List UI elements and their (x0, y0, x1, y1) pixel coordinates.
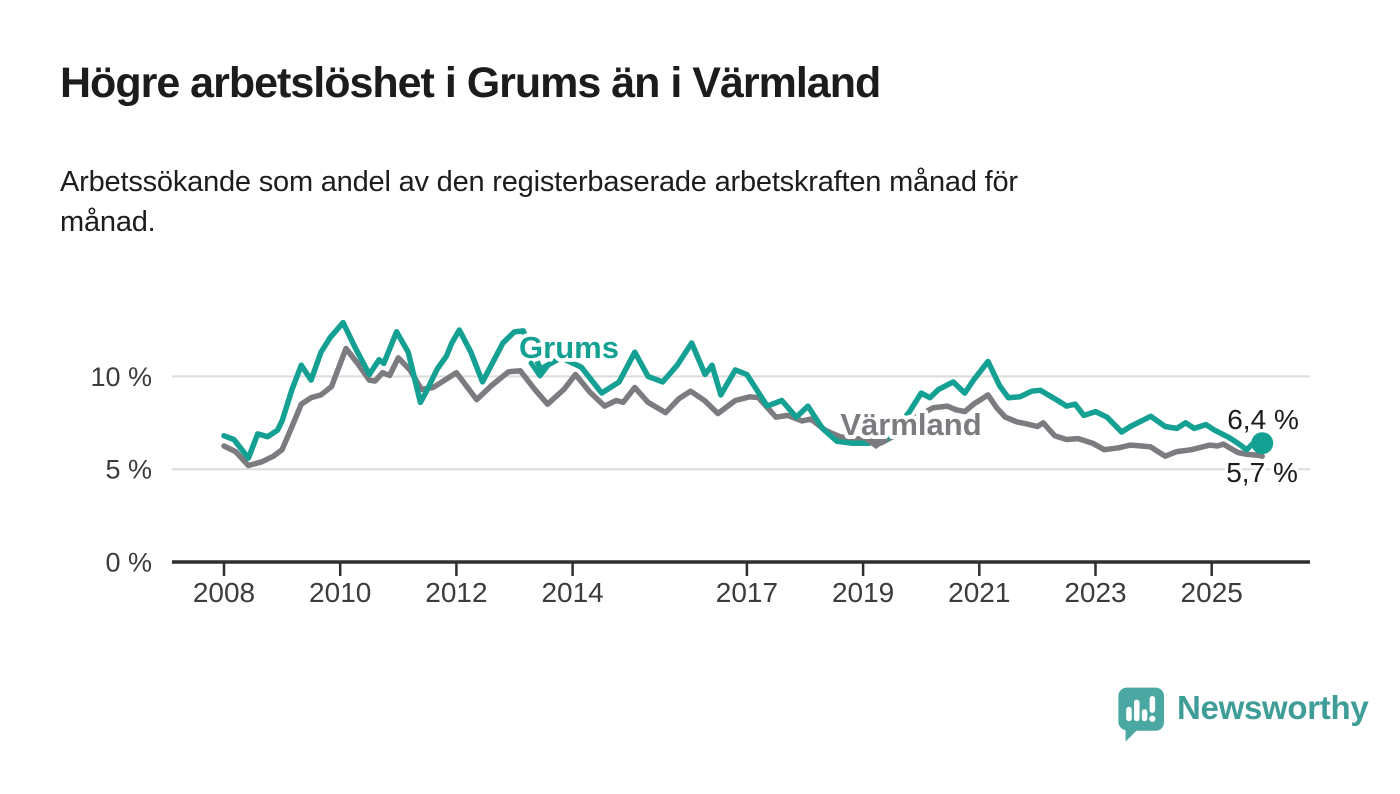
x-tick-label-2012: 2012 (425, 577, 487, 608)
newsworthy-logo: Newsworthy (1116, 686, 1369, 742)
grums-end-value-label: 6,4 % (1227, 404, 1299, 435)
y-tick-label-5: 5 % (105, 455, 152, 485)
x-tick-label-2010: 2010 (309, 577, 371, 608)
grums-end-dot (1251, 432, 1274, 455)
x-tick-label-2021: 2021 (948, 577, 1010, 608)
exclamation-dot-icon (1149, 715, 1156, 722)
subtitle-line-1: Arbetssökande som andel av den registerb… (60, 166, 1018, 198)
varmland-label: Värmland (840, 407, 981, 442)
grums-arrow-icon (528, 360, 552, 379)
varmland-end-value-label: 5,7 % (1226, 457, 1298, 488)
y-tick-label-10: 10 % (90, 362, 152, 392)
exclamation-bar-icon (1149, 696, 1156, 713)
x-tick-label-2008: 2008 (193, 577, 255, 608)
x-tick-label-2023: 2023 (1064, 577, 1126, 608)
chart-subtitle: Arbetssökande som andel av den registerb… (60, 162, 1260, 242)
speech-bubble-shape (1118, 687, 1164, 742)
page-title: Högre arbetslöshet i Grums än i Värmland (60, 59, 881, 107)
grums-line (221, 319, 1265, 461)
x-tick-label-2014: 2014 (541, 577, 603, 608)
subtitle-line-2: månad. (60, 206, 156, 238)
varmland-line (221, 345, 1265, 469)
x-tick-label-2017: 2017 (716, 577, 778, 608)
bar-tall-icon (1134, 699, 1140, 722)
varmland-arrow-icon (862, 439, 890, 449)
x-tick-label-2019: 2019 (832, 577, 894, 608)
bar-medium-icon (1141, 709, 1148, 722)
speech-bubble-bar-chart-icon (1118, 687, 1164, 742)
bar-small-icon (1126, 706, 1132, 722)
grums-label: Grums (519, 330, 619, 365)
brand-name: Newsworthy (1177, 689, 1369, 726)
y-tick-label-0: 0 % (105, 548, 152, 578)
x-tick-label-2025: 2025 (1181, 577, 1243, 608)
